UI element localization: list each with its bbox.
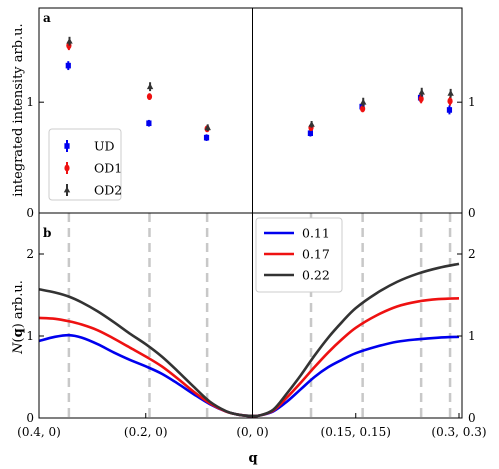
panel-a-point-ud	[446, 107, 453, 113]
panel-a-ytick-label: 0	[26, 206, 34, 220]
panel-b-line-0.17	[38, 296, 460, 418]
legend-marker-od2	[63, 186, 71, 193]
panel-b-legend: 0.11 0.17 0.22	[255, 217, 343, 293]
panel-a-y-axis-label: integrated intensity arb.u.	[11, 23, 26, 196]
legend-label-od1: OD1	[94, 161, 122, 176]
panel-b-xtick-label: (0.4, 0)	[17, 425, 61, 439]
panel-a-point-ud	[307, 130, 314, 137]
panel-b-y-axis-label: N(q) arb.u.	[11, 280, 26, 355]
panel-b-line-0.11	[38, 333, 460, 418]
panel-b-line-0.22	[38, 262, 460, 418]
legend-label-0.11: 0.11	[302, 226, 330, 241]
panel-a-label: a	[43, 11, 51, 25]
panel-b-xtick-label: (0.15, 0.15)	[321, 425, 391, 439]
panel-a-point-od2	[447, 89, 454, 96]
panel-a-ytick-label-right: 0	[468, 206, 476, 220]
panel-b-legend-box	[255, 217, 343, 293]
legend-label-od2: OD2	[94, 183, 122, 198]
panel-a-point-od2	[308, 120, 315, 127]
panel-a-point-od1	[418, 95, 424, 103]
legend-label-0.17: 0.17	[302, 247, 330, 262]
panel-b-xtick-label: (0, 0)	[236, 425, 268, 439]
panel-a-point-od2	[360, 98, 367, 105]
panel-a-point-od1	[360, 105, 366, 113]
panel-b-x-axis-label: q	[248, 451, 257, 466]
panel-a: 0 0 1 1 a UD OD1 OD2 integrated intensity arb…	[11, 7, 476, 220]
panel-a-point-ud	[146, 120, 152, 127]
panel-b: 0 0 1 1 2 2 (0.4, 0) (0.2, 0) (0, 0) (0.15, 0.15)…	[11, 212, 487, 466]
panel-b-ytick-label-right: 0	[468, 411, 476, 425]
panel-b-xtick-label: (0.3, 0.3)	[431, 425, 486, 439]
legend-label-0.22: 0.22	[302, 268, 330, 283]
panel-b-ytick-label: 1	[26, 329, 34, 343]
panel-a-point-od2	[418, 88, 425, 95]
panel-b-ytick-label-right: 2	[468, 247, 476, 261]
panel-b-label: b	[43, 226, 51, 240]
panel-a-legend: UD OD1 OD2	[48, 128, 122, 201]
panel-b-xtick-label: (0.2, 0)	[124, 425, 168, 439]
panel-a-point-od2	[66, 37, 73, 44]
panel-a-point-od1	[447, 97, 453, 105]
legend-label-ud: UD	[94, 139, 115, 154]
panel-b-frame	[38, 212, 463, 419]
panel-a-point-ud	[203, 134, 210, 141]
panel-a-point-od1	[146, 93, 153, 101]
panel-b-ytick-label: 0	[26, 411, 34, 425]
panel-b-ytick-label: 2	[26, 247, 34, 261]
panel-a-ytick-label-right: 1	[468, 95, 476, 109]
panel-a-point-od2	[204, 124, 211, 131]
panel-a-point-od2	[146, 83, 154, 90]
panel-a-ytick-label: 1	[26, 95, 34, 109]
panel-a-point-ud	[65, 62, 71, 69]
legend-marker-ud	[64, 143, 70, 149]
panel-b-ytick-label-right: 1	[468, 329, 476, 343]
legend-marker-od1	[64, 164, 70, 172]
